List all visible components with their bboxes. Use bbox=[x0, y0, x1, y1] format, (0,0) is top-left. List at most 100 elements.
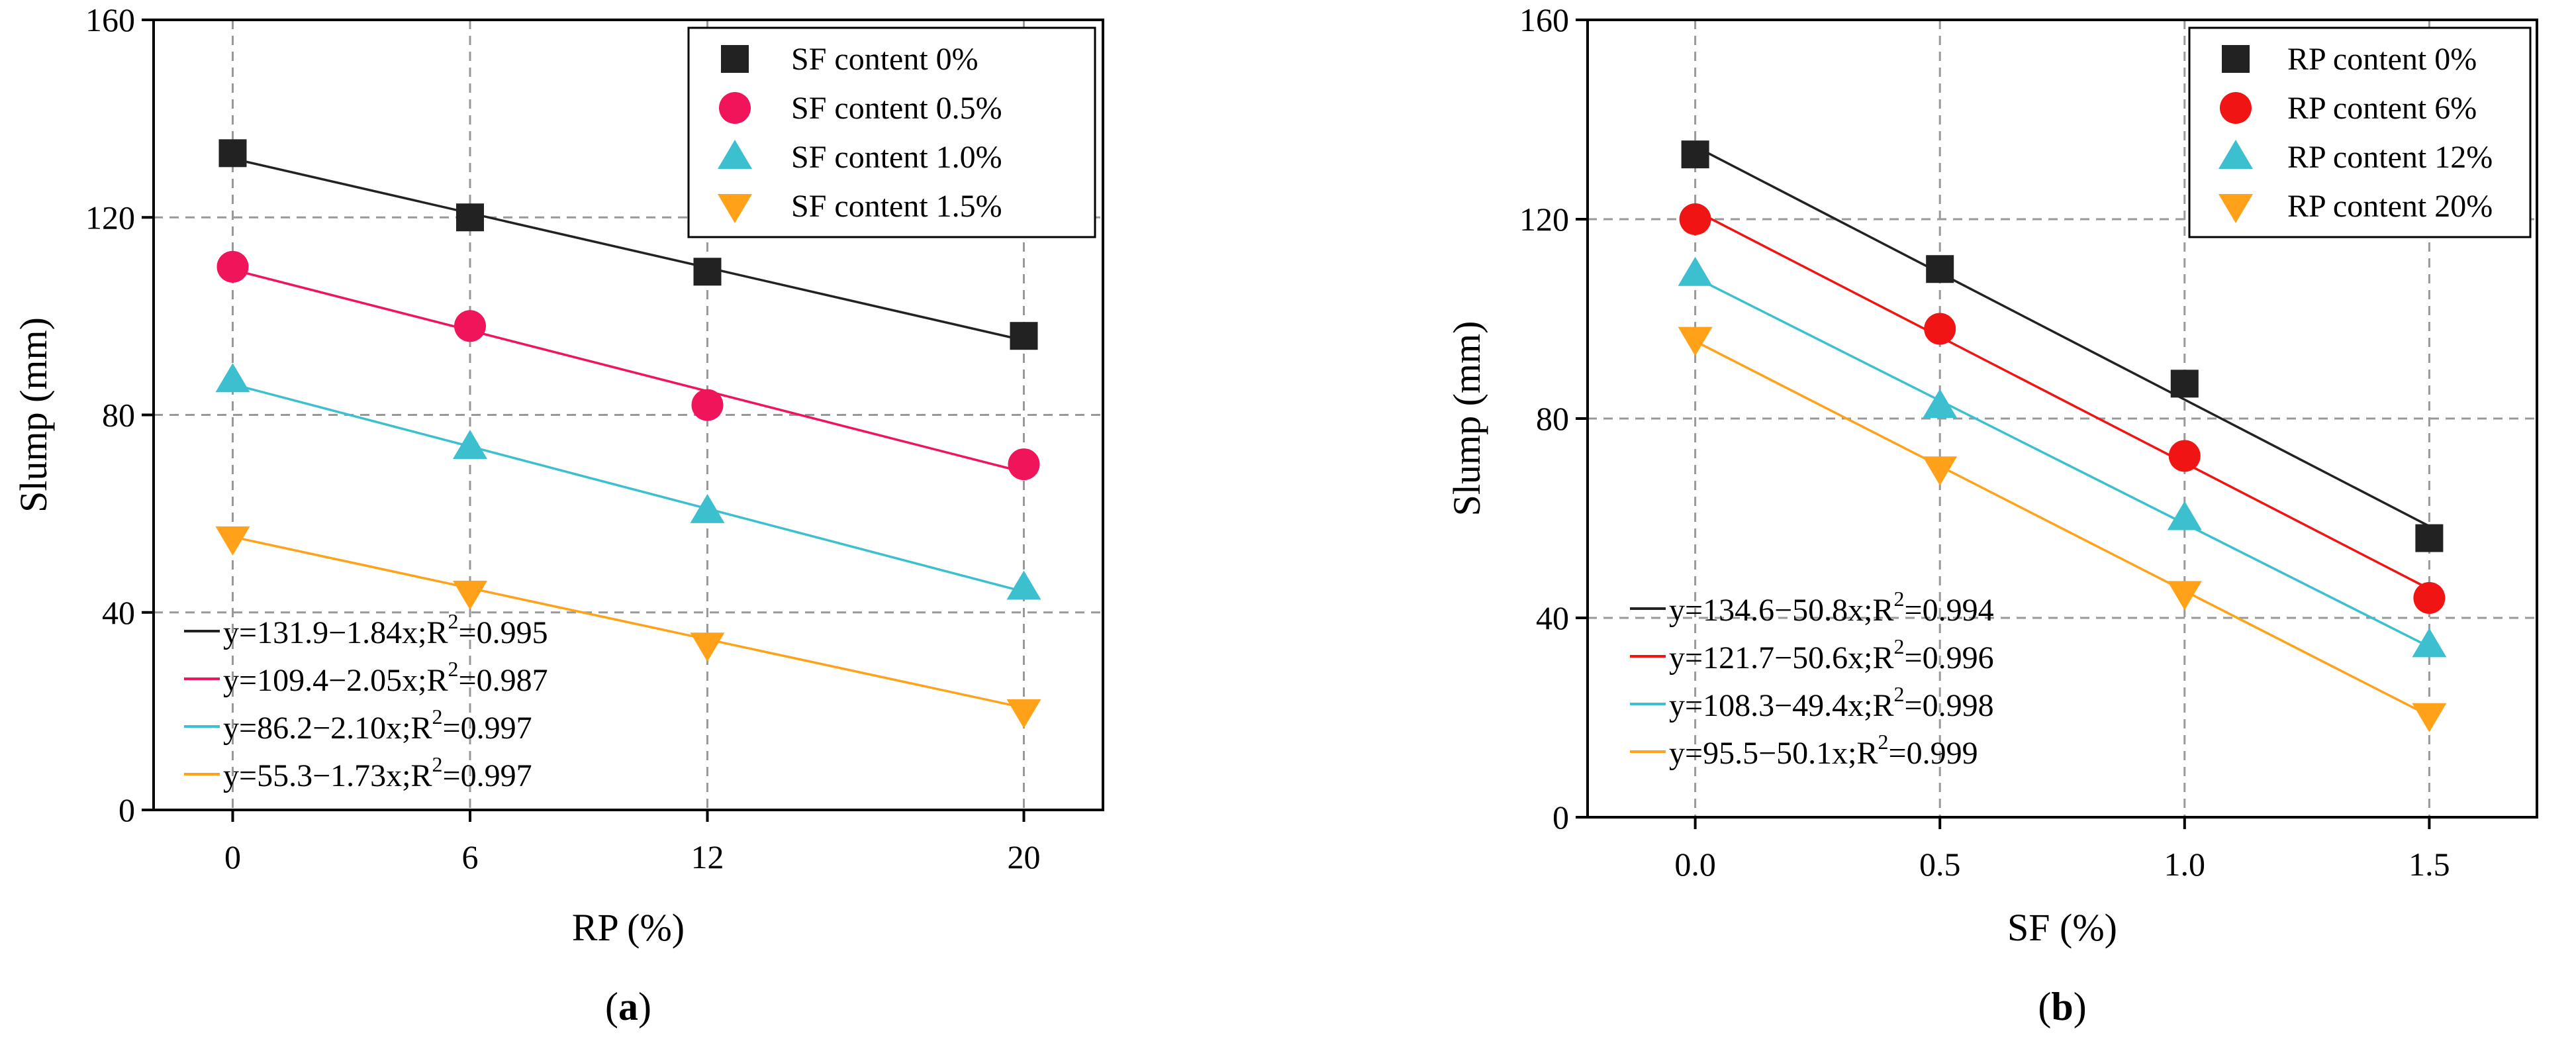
x-tick-label: 12 bbox=[691, 838, 724, 875]
fit-equation-3: y=55.3−1.73x;R2=0.997 bbox=[223, 752, 532, 793]
fit-line-series-2 bbox=[1694, 276, 2430, 648]
data-point-series-3 bbox=[453, 580, 487, 610]
legend-marker-1 bbox=[719, 92, 751, 124]
fit-equation-main: y=131.9−1.84x;R bbox=[223, 615, 448, 650]
legend-label-2: RP content 12% bbox=[2287, 140, 2493, 175]
legend: RP content 0% RP content 6% RP content 12%… bbox=[2188, 26, 2532, 238]
fit-equation-r2: =0.998 bbox=[1905, 688, 1994, 723]
fit-line-series-3 bbox=[1694, 340, 2430, 717]
y-axis-title: Slump (mm) bbox=[1445, 321, 1488, 517]
panel-label-letter: a bbox=[618, 985, 638, 1028]
legend-marker-0 bbox=[721, 45, 749, 73]
fit-equation-superscript: 2 bbox=[1878, 730, 1889, 754]
chart-panel-a: 0 6 12 20 0 40 80 120 160 RP (%) Slump (mm) (a) SF c… bbox=[12, 1, 1104, 1028]
data-point-series-2 bbox=[1678, 256, 1713, 286]
data-point-series-3 bbox=[1006, 699, 1041, 728]
x-axis-title: SF (%) bbox=[2007, 906, 2117, 949]
data-point-series-0 bbox=[456, 203, 484, 232]
fit-equation-main: y=108.3−49.4x;R bbox=[1669, 688, 1894, 723]
fit-line-series-2 bbox=[232, 383, 1024, 593]
legend-label-1: SF content 0.5% bbox=[791, 91, 1002, 126]
fit-line-series-1 bbox=[232, 268, 1024, 474]
x-tick-label: 0.5 bbox=[1919, 846, 1961, 883]
x-tick-label: 1.5 bbox=[2409, 846, 2450, 883]
fit-equation-0: y=131.9−1.84x;R2=0.995 bbox=[223, 609, 548, 650]
y-tick-label: 40 bbox=[1536, 599, 1569, 636]
fit-line-series-0 bbox=[232, 157, 1024, 342]
fit-equation-3: y=95.5−50.1x;R2=0.999 bbox=[1669, 730, 1978, 771]
data-point-series-2 bbox=[2412, 628, 2447, 658]
data-point-series-1 bbox=[1008, 448, 1040, 481]
data-point-series-0 bbox=[1010, 322, 1038, 350]
legend-marker-1 bbox=[2220, 92, 2252, 124]
data-point-series-3 bbox=[690, 632, 725, 662]
fit-equation-2: y=86.2−2.10x;R2=0.997 bbox=[223, 705, 532, 746]
fit-equation-superscript: 2 bbox=[1894, 634, 1905, 658]
chart-panel-b: 0.0 0.5 1.0 1.5 0 40 80 120 160 SF (%) Slump (mm) (… bbox=[1445, 1, 2538, 1028]
x-tick-label: 6 bbox=[462, 838, 479, 875]
fit-equation-main: y=121.7−50.6x;R bbox=[1669, 640, 1894, 675]
fit-equation-main: y=95.5−50.1x;R bbox=[1669, 736, 1878, 771]
legend-marker-3 bbox=[718, 194, 752, 223]
legend-box bbox=[687, 26, 1096, 238]
fit-equation-superscript: 2 bbox=[448, 609, 459, 633]
data-point-series-1 bbox=[691, 389, 724, 421]
panel-label: (a) bbox=[605, 985, 651, 1028]
data-point-series-3 bbox=[215, 526, 250, 556]
fit-line-series-3 bbox=[232, 535, 1024, 709]
y-tick-label: 40 bbox=[102, 594, 135, 631]
y-tick-label: 120 bbox=[1519, 201, 1569, 238]
legend-label-3: RP content 20% bbox=[2287, 189, 2493, 224]
legend-label-2: SF content 1.0% bbox=[791, 140, 1002, 175]
legend-label-3: SF content 1.5% bbox=[791, 189, 1002, 224]
fit-equation-0: y=134.6−50.8x;R2=0.994 bbox=[1669, 587, 1994, 628]
fit-equation-superscript: 2 bbox=[1894, 682, 1905, 706]
y-tick-label: 0 bbox=[1552, 799, 1569, 836]
fit-equation-r2: =0.987 bbox=[459, 663, 548, 698]
data-point-series-1 bbox=[1679, 203, 1711, 235]
data-point-series-2 bbox=[453, 429, 487, 459]
y-tick-label: 0 bbox=[119, 791, 135, 828]
y-tick-label: 160 bbox=[1519, 1, 1569, 38]
data-point-series-2 bbox=[690, 493, 725, 523]
y-tick-label: 80 bbox=[102, 397, 135, 434]
data-point-series-0 bbox=[2415, 524, 2444, 552]
panel-label-close: ) bbox=[2074, 985, 2087, 1028]
data-point-series-0 bbox=[693, 258, 722, 286]
fit-equation-r2: =0.995 bbox=[459, 615, 548, 650]
legend-marker-2 bbox=[2218, 140, 2253, 169]
data-point-series-1 bbox=[2413, 581, 2446, 614]
legend-label-0: RP content 0% bbox=[2287, 42, 2477, 77]
x-axis-title: RP (%) bbox=[572, 906, 685, 949]
data-point-series-1 bbox=[454, 310, 486, 342]
x-tick-label: 1.0 bbox=[2164, 846, 2206, 883]
y-axis-title: Slump (mm) bbox=[12, 317, 55, 513]
data-point-series-3 bbox=[1923, 456, 1958, 486]
data-point-series-1 bbox=[1924, 313, 1956, 345]
fit-equation-r2: =0.997 bbox=[443, 711, 532, 746]
fit-equation-superscript: 2 bbox=[448, 657, 459, 681]
fit-equation-superscript: 2 bbox=[432, 752, 443, 776]
fit-equation-1: y=109.4−2.05x;R2=0.987 bbox=[223, 657, 548, 698]
x-tick-label: 20 bbox=[1008, 838, 1041, 875]
fit-equation-main: y=109.4−2.05x;R bbox=[223, 663, 448, 698]
panel-label-close: ) bbox=[638, 985, 651, 1028]
fit-equation-1: y=121.7−50.6x;R2=0.996 bbox=[1669, 634, 1994, 675]
fit-equation-superscript: 2 bbox=[1894, 587, 1905, 611]
legend: SF content 0% SF content 0.5% SF content 1… bbox=[687, 26, 1096, 238]
data-point-series-2 bbox=[215, 363, 250, 393]
fit-equation-main: y=55.3−1.73x;R bbox=[223, 758, 432, 793]
fit-line-series-0 bbox=[1694, 145, 2430, 528]
legend-label-1: RP content 6% bbox=[2287, 91, 2477, 126]
legend-marker-2 bbox=[718, 140, 752, 169]
fit-equation-r2: =0.994 bbox=[1905, 593, 1994, 628]
data-point-series-3 bbox=[2167, 581, 2202, 611]
data-point-series-0 bbox=[1681, 140, 1709, 169]
x-tick-label: 0 bbox=[224, 838, 241, 875]
fit-equation-r2: =0.999 bbox=[1889, 736, 1978, 771]
data-point-series-1 bbox=[216, 250, 249, 283]
y-tick-label: 160 bbox=[85, 1, 135, 38]
data-point-series-2 bbox=[1006, 570, 1041, 600]
